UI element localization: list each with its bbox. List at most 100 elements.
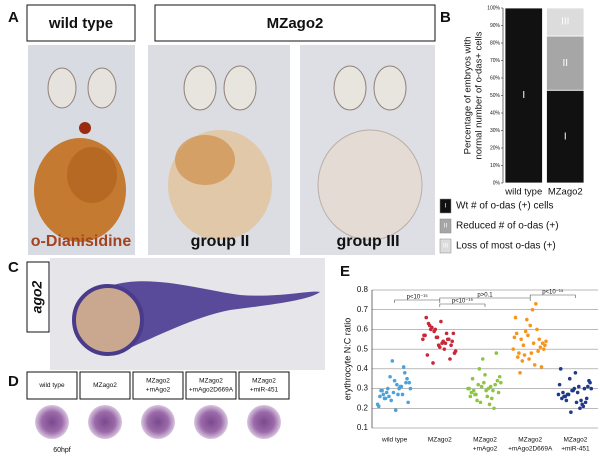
data-point	[405, 376, 409, 381]
data-point	[449, 343, 453, 348]
header-box	[132, 371, 184, 400]
segment-label: III	[561, 17, 569, 28]
data-point	[532, 363, 537, 367]
bracket	[439, 303, 486, 307]
data-point	[571, 388, 575, 393]
photo	[28, 45, 135, 255]
data-point	[517, 351, 521, 355]
data-point	[497, 374, 502, 379]
data-point	[431, 361, 435, 365]
data-point	[487, 402, 492, 407]
header-box	[238, 371, 290, 400]
data-point	[556, 392, 561, 397]
data-point	[518, 371, 522, 375]
header-box	[26, 371, 78, 400]
data-point	[389, 398, 394, 403]
label-box	[26, 261, 50, 333]
x-tick-label: MZago2	[548, 187, 583, 198]
y-axis-label: erythrocyte N:C ratio	[342, 318, 352, 401]
header: MZago2	[252, 378, 276, 385]
photo	[50, 258, 325, 370]
data-point	[515, 355, 520, 359]
data-point	[538, 345, 543, 349]
data-point	[477, 367, 482, 371]
x-tick-label: MZago2	[563, 437, 587, 444]
data-point	[441, 339, 445, 344]
data-point	[574, 400, 579, 405]
data-point	[573, 371, 578, 375]
data-point	[582, 386, 587, 391]
y-tick-label: 30%	[490, 128, 501, 134]
data-point	[540, 341, 545, 346]
caption: group III	[336, 233, 399, 250]
legend-swatch-label: II	[444, 224, 448, 230]
data-point	[388, 374, 392, 379]
data-point	[439, 319, 443, 324]
legend-label: Loss of most o-das (+)	[456, 241, 556, 252]
data-point	[539, 365, 544, 369]
y-tick-label: 0.1	[357, 423, 369, 432]
header: MZago2	[267, 15, 324, 32]
data-point	[407, 380, 412, 385]
y-tick-label: 0.6	[357, 325, 369, 334]
stage: 60hpf	[53, 447, 71, 454]
data-point	[433, 327, 438, 332]
y-tick-label: 50%	[490, 93, 501, 99]
data-point	[576, 384, 581, 389]
y-tick-label: 0.7	[357, 305, 369, 314]
data-point	[531, 341, 536, 346]
p-value: p<10⁻¹⁵	[407, 294, 429, 301]
header: +mAgo2D669A	[189, 387, 234, 394]
data-point	[425, 353, 430, 357]
x-tick-label: wild type	[504, 187, 542, 198]
data-point	[561, 390, 565, 395]
x-tick-label: MZago2	[473, 437, 497, 444]
data-point	[393, 408, 398, 413]
photo	[300, 45, 435, 255]
p-value: p>0.1	[477, 293, 493, 299]
y-tick-label: 20%	[490, 145, 501, 151]
data-point	[529, 351, 534, 355]
data-point	[408, 386, 413, 391]
data-point	[444, 331, 449, 336]
x-tick-label: MZago2	[518, 437, 542, 444]
legend-swatch	[439, 238, 452, 254]
data-point	[483, 372, 487, 377]
header: wild type	[48, 15, 113, 32]
data-point	[390, 359, 395, 363]
data-point	[435, 335, 440, 340]
y-tick-label: 10%	[490, 163, 501, 169]
data-point	[560, 396, 564, 401]
data-point	[469, 390, 474, 395]
data-point	[396, 392, 400, 397]
data-point	[400, 392, 405, 397]
data-point	[376, 404, 381, 409]
y-axis-label: Percentage of embryos with	[463, 37, 474, 155]
data-point	[442, 347, 447, 351]
data-point	[519, 337, 523, 342]
data-point	[450, 339, 455, 344]
x-tick-label: +mAgo2	[473, 446, 498, 453]
gene-label: ago2	[29, 280, 45, 313]
data-point	[584, 396, 589, 401]
data-point	[530, 307, 535, 312]
data-point	[536, 349, 540, 353]
data-point	[453, 349, 458, 353]
data-point	[566, 392, 571, 397]
p-value: p<10⁻¹⁵	[542, 289, 564, 296]
data-point	[491, 388, 495, 393]
data-point	[523, 329, 528, 334]
x-tick-label: +mAgo2D669A	[508, 446, 553, 453]
data-point	[589, 386, 594, 391]
data-point	[401, 365, 406, 369]
data-point	[378, 394, 382, 399]
legend-swatch-label: I	[445, 204, 447, 210]
y-tick-label: 100%	[487, 5, 500, 11]
data-point	[499, 380, 503, 385]
data-point	[395, 382, 399, 387]
y-tick-label: 60%	[490, 75, 501, 81]
legend-swatch-label: III	[443, 244, 448, 250]
y-tick-label: 0.8	[357, 285, 369, 294]
data-point	[558, 367, 563, 371]
legend-swatch	[439, 218, 452, 234]
